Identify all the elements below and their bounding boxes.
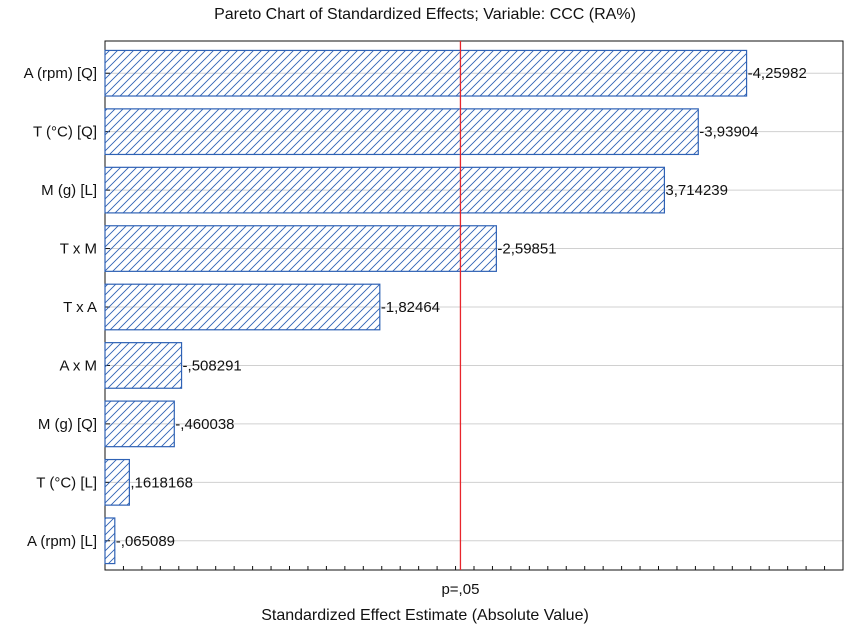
bar — [104, 108, 699, 156]
category-label: A x M — [59, 357, 97, 374]
bars: A (rpm) [Q] -4,25982 T (°C) [Q] -3,93904 M (… — [24, 49, 807, 565]
category-label: T (°C) [Q] — [33, 124, 97, 141]
bar — [104, 166, 666, 214]
category-label: T x A — [63, 299, 97, 316]
bar — [104, 283, 381, 331]
category-label: A (rpm) [Q] — [24, 65, 97, 82]
category-label: M (g) [L] — [41, 182, 97, 199]
x-axis-label: Standardized Effect Estimate (Absolute V… — [261, 607, 589, 624]
category-label: T x M — [60, 241, 97, 258]
data-label: -4,25982 — [748, 65, 807, 82]
category-label: T (°C) [L] — [36, 474, 97, 491]
bar — [104, 342, 183, 389]
bar — [104, 49, 748, 97]
chart-title: Pareto Chart of Standardized Effects; Va… — [214, 6, 636, 23]
data-label: -,065089 — [116, 533, 175, 550]
data-label: -3,93904 — [699, 124, 758, 141]
x-axis-ticks — [105, 72, 826, 570]
bar — [104, 225, 497, 272]
category-label: A (rpm) [L] — [27, 533, 97, 550]
category-label: M (g) [Q] — [38, 416, 97, 433]
data-label: ,1618168 — [130, 474, 193, 491]
bar — [104, 400, 175, 448]
data-label: -,508291 — [183, 357, 242, 374]
data-label: -1,82464 — [381, 299, 440, 316]
data-label: -2,59851 — [497, 241, 556, 258]
data-label: -,460038 — [175, 416, 234, 433]
data-label: 3,714239 — [665, 182, 728, 199]
bar — [104, 458, 130, 506]
bar — [104, 517, 116, 565]
significance-label: p=,05 — [441, 581, 479, 598]
